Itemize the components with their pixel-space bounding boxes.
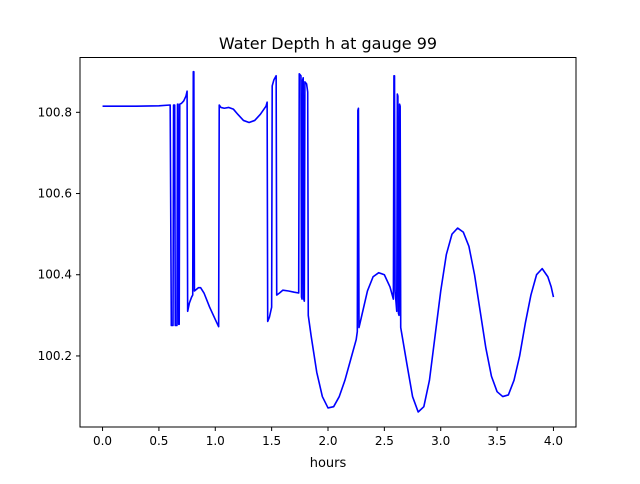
x-tick-label: 0.0 [93, 434, 112, 448]
x-tick-label: 4.0 [544, 434, 563, 448]
y-tick-label: 100.2 [38, 349, 72, 363]
x-tick-label: 1.5 [262, 434, 281, 448]
y-axis-ticks: 100.2 100.4 100.6 100.8 [38, 105, 80, 363]
x-axis-ticks: 0.0 0.5 1.0 1.5 2.0 2.5 3.0 3.5 4.0 [93, 427, 563, 448]
y-tick-label: 100.4 [38, 268, 72, 282]
x-tick-label: 3.5 [488, 434, 507, 448]
y-tick-label: 100.6 [38, 187, 72, 201]
x-tick-label: 1.0 [206, 434, 225, 448]
plot-data-layer [102, 70, 555, 413]
y-tick-label: 100.8 [38, 105, 72, 119]
series-line-0 [102, 70, 555, 413]
x-tick-label: 0.5 [149, 434, 168, 448]
x-axis-label: hours [310, 456, 347, 471]
x-tick-label: 2.0 [318, 434, 337, 448]
chart-title: Water Depth h at gauge 99 [219, 34, 437, 53]
x-tick-label: 3.0 [431, 434, 450, 448]
x-tick-label: 2.5 [375, 434, 394, 448]
